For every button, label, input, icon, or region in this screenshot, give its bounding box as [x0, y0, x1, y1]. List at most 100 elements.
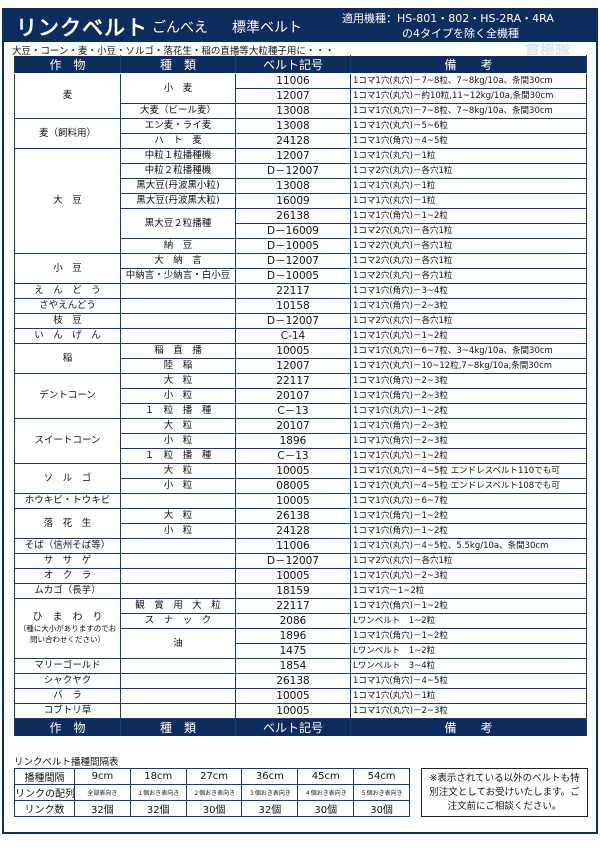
- interval-cell: 32個: [129, 800, 187, 817]
- variety-name: [120, 493, 236, 509]
- interval-row: リンク数 32個 32個 30個 32個 30個 30個: [14, 800, 410, 817]
- variety-name: 小 粒: [120, 433, 236, 449]
- interval-table-title: リンクベルト播種間隔表: [14, 757, 119, 768]
- variety-name: 小 麦: [120, 73, 236, 104]
- belt-note: 1コマ1穴(角穴)－1~2粒: [350, 523, 587, 539]
- belt-code: 13008: [235, 103, 351, 119]
- belt-code: 13008: [235, 118, 351, 134]
- special-order-notice: ※表示されている以外のベルトも特別注文としてお受けいたします。ご注文前にご相談く…: [421, 768, 588, 817]
- crop-name: ホウキビ・トウキビ: [14, 493, 121, 509]
- crop-name: ひ ま わ り（種に大小がありますのでお問い合わせください）: [14, 598, 121, 659]
- variety-name: [120, 658, 236, 674]
- belt-note: 1コマ1穴(丸穴)－5~6粒: [350, 118, 587, 134]
- variety-name: [120, 673, 236, 689]
- belt-code: D－12007: [235, 553, 351, 569]
- belt-note: 1コマ1穴(角穴)－2~3粒: [350, 418, 587, 434]
- belt-code: 22117: [235, 598, 351, 614]
- crop-name: オ ク ラ: [14, 568, 121, 584]
- belt-note: 1コマ2穴(丸穴)－各穴1粒: [350, 223, 587, 239]
- belt-note: 1コマ2穴(丸穴)－各穴1粒: [350, 253, 587, 269]
- table-footer-header: 作 物 種 類 ベルト記号 備 考: [14, 718, 587, 737]
- belt-note: Lワンベルト 3~4粒: [350, 658, 587, 674]
- belt-note: 1コマ1穴－1~2粒: [350, 583, 587, 599]
- product-type: 標準ベルト: [232, 20, 302, 36]
- table-row: 落 花 生大 粒 26138 1コマ1穴(角穴)－1~2粒: [14, 508, 587, 539]
- crop-name: え ん ど う: [14, 283, 121, 299]
- belt-code: 10005: [235, 568, 351, 584]
- table-row: 小 粒 24128 1コマ1穴(角穴)－1~2粒: [15, 523, 587, 539]
- interval-cell: 18cm: [129, 768, 187, 785]
- belt-code: 11006: [235, 73, 351, 89]
- belt-code: 12007: [235, 358, 351, 374]
- variety-name: １ 粒 播 種: [120, 403, 236, 419]
- variety-name: 納 豆: [120, 238, 236, 254]
- table-row: さやえんどう 10158 1コマ1穴(角穴)－2~3粒: [14, 298, 587, 314]
- table-row: １ 粒 播 種 C－13 1コマ1穴(丸穴)－1~2粒: [15, 403, 587, 419]
- variety-name: 観 賞 用 大 粒: [120, 598, 236, 614]
- crop-name: そば（信州そば等）: [14, 538, 121, 554]
- col-crop: 作 物: [14, 718, 121, 737]
- table-row: 中粒２粒播種機 D－12007 1コマ2穴(丸穴)－各穴1粒: [15, 163, 587, 179]
- belt-note: 1コマ2穴(丸穴)－各穴1粒: [350, 238, 587, 254]
- belt-code: 26138: [235, 208, 351, 224]
- belt-code: 12007: [235, 88, 351, 104]
- variety-name: 中粒２粒播種機: [120, 163, 236, 179]
- crop-name: 落 花 生: [14, 508, 121, 539]
- belt-note: 1コマ1穴(角穴)－4~5粒: [350, 673, 587, 689]
- interval-row-label: リンクの配列: [14, 784, 75, 801]
- table-row: デントコーン大 粒 22117 1コマ1穴(角穴)－2~3粒: [14, 373, 587, 419]
- col-belt-code: ベルト記号: [235, 718, 351, 737]
- table-row: 黒大豆(丹波黒大粒) 16009 1コマ1穴(丸穴)－1粒: [15, 193, 587, 209]
- belt-code: D－10005: [235, 268, 351, 284]
- applicable-machines-note: の4タイプを除く全機種: [402, 27, 519, 40]
- belt-code: 22117: [235, 283, 351, 299]
- belt-note: 1コマ1穴(丸穴)－7~8粒、7~8kg/10a、条間30cm: [350, 73, 587, 89]
- belt-note: 1コマ1穴(角穴)－4~5粒: [350, 133, 587, 149]
- interval-cell: 30個: [185, 800, 243, 817]
- belt-code: D－12007: [235, 253, 351, 269]
- variety-name: 黒大豆(丹波黒小粒): [120, 178, 236, 194]
- col-notes: 備 考: [350, 718, 587, 737]
- title-bar: リンクベルト ごんべえ 標準ベルト 適用機種：HS-801・802・HS-2RA…: [2, 8, 598, 42]
- variety-name: 稲 直 播: [120, 343, 236, 359]
- interval-cell: 45cm: [297, 768, 355, 785]
- crop-name: さやえんどう: [14, 298, 121, 314]
- crop-name: スイートコーン: [14, 418, 121, 464]
- table-row: 麦小 麦 11006 1コマ1穴(丸穴)－7~8粒、7~8kg/10a、条間30cm: [14, 73, 587, 119]
- table-row: D－16009 1コマ2穴(丸穴)－各穴1粒: [15, 223, 587, 239]
- table-row: 稲稲 直 播 10005 1コマ1穴(丸穴)－6~7粒、3~4kg/10a、条間30…: [14, 343, 587, 374]
- belt-code: 13008: [235, 178, 351, 194]
- table-row: サ サ ゲ D－12007 1コマ2穴(丸穴)－各穴1粒: [14, 553, 587, 569]
- table-row: シャクヤク 26138 1コマ1穴(角穴)－4~5粒: [14, 673, 587, 689]
- belt-note: 1コマ1穴(角穴)－3~4粒: [350, 283, 587, 299]
- col-belt-code: ベルト記号: [235, 55, 351, 74]
- variety-name: 小 粒: [120, 478, 236, 494]
- table-header: 作 物 種 類 ベルト記号 備 考: [14, 55, 587, 74]
- belt-code: 10005: [235, 493, 351, 509]
- table-row: 大 豆中粒１粒播種機 12007 1コマ1穴(丸穴)－1粒: [14, 148, 587, 254]
- interval-cell: 32個: [74, 800, 131, 817]
- variety-name: [120, 283, 236, 299]
- belt-code: 20107: [235, 418, 351, 434]
- belt-note: 1コマ1穴(丸穴)－1粒: [350, 193, 587, 209]
- variety-name: 大 納 言: [120, 253, 236, 269]
- product-name: ごんべえ: [152, 20, 208, 36]
- crop-name-text: ひ ま わ り: [32, 612, 103, 623]
- table-row: ホウキビ・トウキビ 10005 1コマ1穴(丸穴)－6~7粒: [14, 493, 587, 509]
- variety-name: 小 粒: [120, 523, 236, 539]
- variety-name: [120, 553, 236, 569]
- belt-note: 1コマ1穴(丸穴)－1~2粒: [350, 448, 587, 464]
- belt-note: Lワンベルト 1~2粒: [350, 613, 587, 629]
- belt-code: 18159: [235, 583, 351, 599]
- belt-code: 10005: [235, 688, 351, 704]
- crop-name: 大 豆: [14, 148, 121, 254]
- table-row: 黒大豆２粒播種 26138 1コマ1穴(角穴)－1~2粒: [15, 208, 587, 239]
- belt-note: 1コマ2穴(丸穴)－各穴1粒: [350, 163, 587, 179]
- table-row: ハ ト 麦 24128 1コマ1穴(角穴)－4~5粒: [15, 133, 587, 149]
- table-row: 12007 1コマ1穴(丸穴)－約10粒,11~12kg/10a,条間30cm: [15, 88, 587, 104]
- table-row: バ ラ 10005 1コマ1穴(丸穴)－1粒: [14, 688, 587, 704]
- table-row: 小 豆大 納 言 D－12007 1コマ2穴(丸穴)－各穴1粒: [14, 253, 587, 284]
- interval-cell: ２個おき表向き: [185, 784, 243, 801]
- variety-name: 大 粒: [120, 463, 236, 479]
